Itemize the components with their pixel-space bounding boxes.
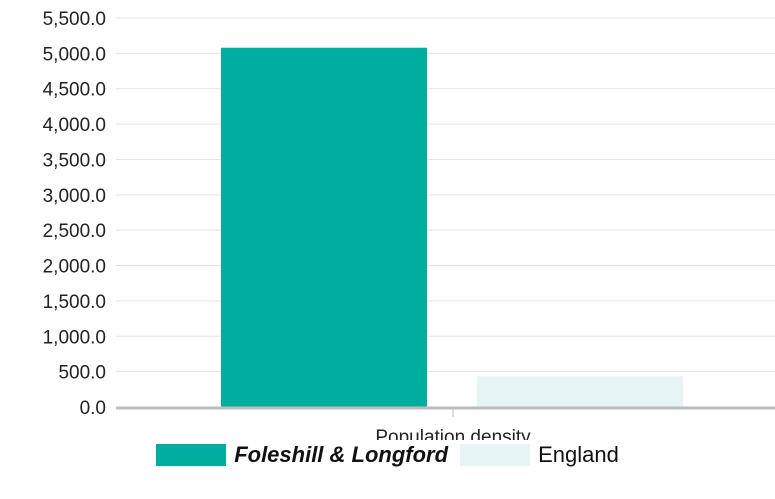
y-tick-label: 3,500.0 bbox=[43, 150, 106, 171]
y-tick-label: 500.0 bbox=[58, 363, 106, 384]
x-axis bbox=[116, 406, 775, 417]
legend-label: England bbox=[538, 442, 619, 467]
gridlines bbox=[116, 17, 775, 373]
bar-foleshill-longford bbox=[221, 47, 427, 408]
y-tick-label: 4,500.0 bbox=[43, 80, 106, 101]
y-axis-ticks: 0.0 500.0 1,000.0 1,500.0 2,000.0 2,500.0 3,00… bbox=[43, 9, 106, 419]
y-tick-label: 5,500.0 bbox=[43, 9, 106, 30]
y-tick-label: 3,000.0 bbox=[43, 186, 106, 207]
x-axis-labels: Population density bbox=[375, 427, 531, 440]
bars bbox=[221, 47, 683, 408]
y-tick-label: 2,000.0 bbox=[43, 257, 106, 278]
y-tick-label: 5,000.0 bbox=[43, 44, 106, 65]
y-tick-label: 1,000.0 bbox=[43, 327, 106, 348]
legend-swatch bbox=[156, 444, 227, 466]
y-tick-label: 0.0 bbox=[80, 398, 106, 419]
bar-england bbox=[477, 376, 683, 407]
y-tick-label: 4,000.0 bbox=[43, 115, 106, 136]
legend-swatch bbox=[460, 444, 531, 466]
legend-item: England bbox=[460, 442, 619, 468]
legend-item: Foleshill & Longford bbox=[156, 442, 448, 468]
chart-plot: 0.0 500.0 1,000.0 1,500.0 2,000.0 2,500.0 3,00… bbox=[43, 9, 775, 440]
legend-label: Foleshill & Longford bbox=[234, 442, 449, 467]
x-category-label: Population density bbox=[375, 427, 531, 440]
y-tick-label: 2,500.0 bbox=[43, 221, 106, 242]
legend: Foleshill & Longford England bbox=[0, 440, 775, 470]
y-tick-label: 1,500.0 bbox=[43, 292, 106, 313]
